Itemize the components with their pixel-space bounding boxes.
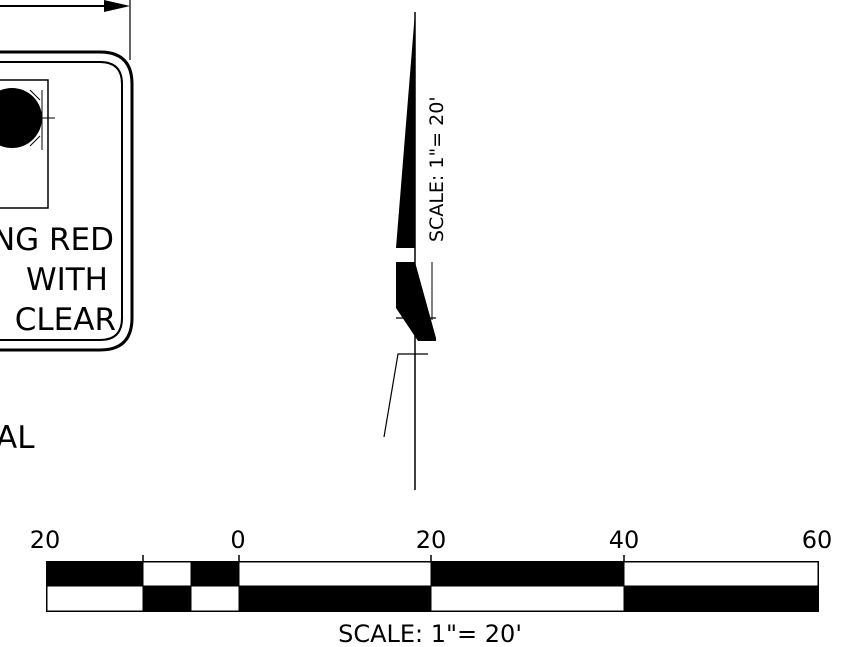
- arrowhead-icon: [104, 0, 130, 12]
- arrow-tail-icon: [396, 262, 436, 341]
- sign-text-line-1: NG RED: [0, 222, 114, 258]
- sign-panel: NG RED WITH CLEAR: [0, 50, 134, 352]
- scale-tick-label: 60: [802, 526, 833, 554]
- scale-tick-label: 20: [416, 526, 447, 554]
- north-arrow-icon: [396, 12, 415, 248]
- scale-tick-label: 20: [30, 526, 61, 554]
- sign-text-line-3: CLEAR: [15, 302, 116, 338]
- scale-tick-label: 40: [609, 526, 640, 554]
- north-arrow-scale-text: SCALE: 1"= 20': [426, 96, 448, 242]
- sign-text-line-2: WITH: [26, 262, 108, 298]
- partial-label: AL: [0, 420, 35, 456]
- signal-symbol-box: [0, 79, 49, 209]
- dimension-line: [0, 0, 131, 60]
- scale-tick-label: 0: [230, 526, 245, 554]
- north-arrow: SCALE: 1"= 20': [383, 12, 448, 490]
- scale-bar: 20 0 20 40 60 SCALE: 1"= 20': [30, 526, 833, 647]
- scale-bar-text: SCALE: 1"= 20': [338, 620, 522, 647]
